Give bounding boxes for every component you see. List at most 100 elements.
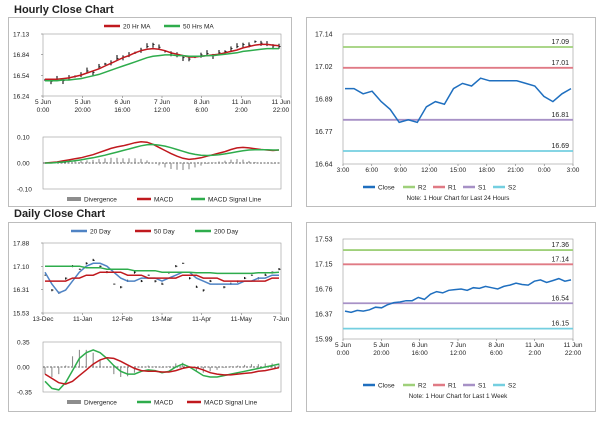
y-tick-label: 16.77	[315, 129, 333, 136]
legend-s2-label: S2	[508, 185, 516, 192]
y-tick-label: 16.64	[315, 162, 333, 169]
legend-macd-label: MACD	[154, 400, 173, 407]
x-tick-label: 11 Jun 22:00	[271, 99, 290, 114]
y-tick-label: 16.84	[13, 52, 30, 59]
y-tick-label: -0.35	[17, 390, 32, 397]
y-tick-label: 17.15	[315, 262, 333, 269]
legend-item-1-label: 20 Hr MA	[123, 24, 151, 31]
legend-r2-label: R2	[418, 185, 427, 192]
level-label-s2: 16.69	[551, 143, 569, 150]
chart-note: Note: 1 Hour Chart for Last 1 Week	[409, 393, 508, 400]
legend-r1-label: R1	[448, 185, 457, 192]
legend-s1-label: S1	[478, 383, 486, 390]
ma-line-3	[45, 265, 280, 275]
level-label-s1: 16.54	[551, 295, 569, 302]
x-tick-label: 6 Jun 16:00	[412, 342, 429, 357]
hourly-levels-chart: 17.14 17.02 16.89 16.77 16.64 17.09 17.01 16.81…	[315, 32, 580, 203]
x-tick-label: 11 Jun 2:00	[232, 99, 251, 114]
x-tick-label: 11-May	[231, 316, 253, 323]
legend-signal-label: MACD Signal Line	[208, 197, 261, 204]
hourly-price-chart: 17.13 16.84 16.54 16.24 5 Jun 0:00 5 Jun 20:00 6…	[13, 24, 291, 115]
legend-divergence-swatch	[67, 400, 81, 404]
y-tick-label: 16.76	[315, 287, 333, 294]
y-tick-label: 17.14	[315, 32, 333, 39]
y-tick-label: 15.99	[315, 337, 333, 344]
legend-r1-label: R1	[448, 383, 457, 390]
x-tick-label: 13-Dec	[33, 316, 55, 323]
macd-line	[44, 349, 280, 391]
legend-item-3-label: 200 Day	[214, 229, 239, 236]
x-tick-label: 7 Jun 12:00	[154, 99, 171, 114]
legend-s1-label: S1	[478, 185, 486, 192]
x-tick-label: 21:00	[507, 167, 524, 174]
legend-item-2-label: 50 Hrs MA	[183, 24, 214, 31]
y-tick-label: 0.00	[17, 365, 30, 372]
legend-macd-label: MACD	[154, 197, 173, 204]
legend-s2-label: S2	[508, 383, 516, 390]
ma-line-2	[45, 47, 279, 82]
x-tick-label: 8 Jun 6:00	[488, 342, 504, 357]
legend-item-2-label: 50 Day	[154, 229, 175, 236]
legend-close-label: Close	[378, 185, 395, 192]
legend-item-1-label: 20 Day	[90, 229, 111, 236]
macd-line	[44, 140, 280, 164]
level-label-s1: 16.81	[551, 112, 569, 119]
x-tick-label: 3:00	[567, 167, 580, 174]
x-tick-label: 15:00	[450, 167, 467, 174]
x-tick-label: 11 Jun 2:00	[525, 342, 544, 357]
daily-section-title: Daily Close Chart	[14, 208, 105, 220]
y-tick-label: 16.89	[315, 97, 333, 104]
signal-line	[44, 356, 280, 385]
y-tick-label: 17.88	[13, 241, 30, 248]
level-label-r1: 17.01	[551, 60, 569, 67]
y-tick-label: 17.02	[315, 64, 333, 71]
y-tick-label: 0.00	[17, 161, 30, 168]
level-label-r2: 17.36	[551, 242, 569, 249]
x-tick-label: 7-Jun	[273, 316, 290, 323]
ma-line-1	[44, 262, 279, 294]
x-tick-label: 11-Apr	[192, 316, 212, 323]
x-tick-label: 6 Jun 16:00	[114, 99, 131, 114]
x-tick-label: 11 Jun 22:00	[563, 342, 582, 357]
legend-r2-label: R2	[418, 383, 427, 390]
ma-line-2	[45, 271, 279, 282]
y-tick-label: 16.24	[13, 94, 30, 101]
legend-close-label: Close	[378, 383, 395, 390]
x-tick-label: 5 Jun 0:00	[335, 342, 351, 357]
chart-note: Note: 1 Hour Chart for Last 24 Hours	[407, 195, 510, 202]
y-tick-label: 17.53	[315, 237, 333, 244]
x-tick-label: 18:00	[479, 167, 496, 174]
hourly-macd-chart: 0.10 0.00 -0.10 Divergence MACD MACD Signal L…	[17, 135, 282, 204]
legend-divergence-label: Divergence	[84, 400, 117, 407]
x-tick-label: 8 Jun 6:00	[194, 99, 210, 114]
close-line	[345, 77, 572, 124]
close-line	[344, 277, 572, 314]
hourly-left-panel: 17.13 16.84 16.54 16.24 5 Jun 0:00 5 Jun 20:00 6…	[8, 17, 292, 207]
level-label-r1: 17.14	[551, 256, 569, 263]
hourly-right-panel: 17.14 17.02 16.89 16.77 16.64 17.09 17.01 16.81…	[306, 17, 596, 207]
y-tick-label: 17.13	[13, 32, 30, 39]
y-tick-label: -0.10	[17, 187, 32, 194]
y-tick-label: 16.54	[13, 73, 30, 80]
legend-signal-label: MACD Signal Line	[204, 400, 257, 407]
hourly-section-title: Hourly Close Chart	[14, 4, 114, 16]
daily-macd-chart: 0.35 0.00 -0.35 Divergence MACD MACD Signal L…	[17, 340, 282, 407]
x-tick-label: 12-Feb	[112, 316, 133, 323]
x-tick-label: 5 Jun 20:00	[373, 342, 390, 357]
legend-divergence-label: Divergence	[84, 197, 117, 204]
x-tick-label: 3:00	[337, 167, 350, 174]
legend-divergence-swatch	[67, 197, 81, 201]
daily-levels-chart: 17.53 17.15 16.76 16.37 15.99 17.36 17.14 16.54…	[315, 237, 583, 401]
ma-line-1	[45, 43, 280, 81]
x-tick-label: 9:00	[394, 167, 407, 174]
y-tick-label: 0.10	[17, 135, 30, 142]
y-tick-label: 16.37	[315, 312, 333, 319]
x-tick-label: 5 Jun 0:00	[35, 99, 51, 114]
level-label-s2: 16.15	[551, 321, 569, 328]
signal-line	[45, 143, 279, 164]
x-tick-label: 13-Mar	[152, 316, 173, 323]
x-tick-label: 7 Jun 12:00	[450, 342, 467, 357]
y-tick-label: 16.31	[13, 287, 30, 294]
daily-right-panel: 17.53 17.15 16.76 16.37 15.99 17.36 17.14 16.54…	[306, 222, 596, 412]
